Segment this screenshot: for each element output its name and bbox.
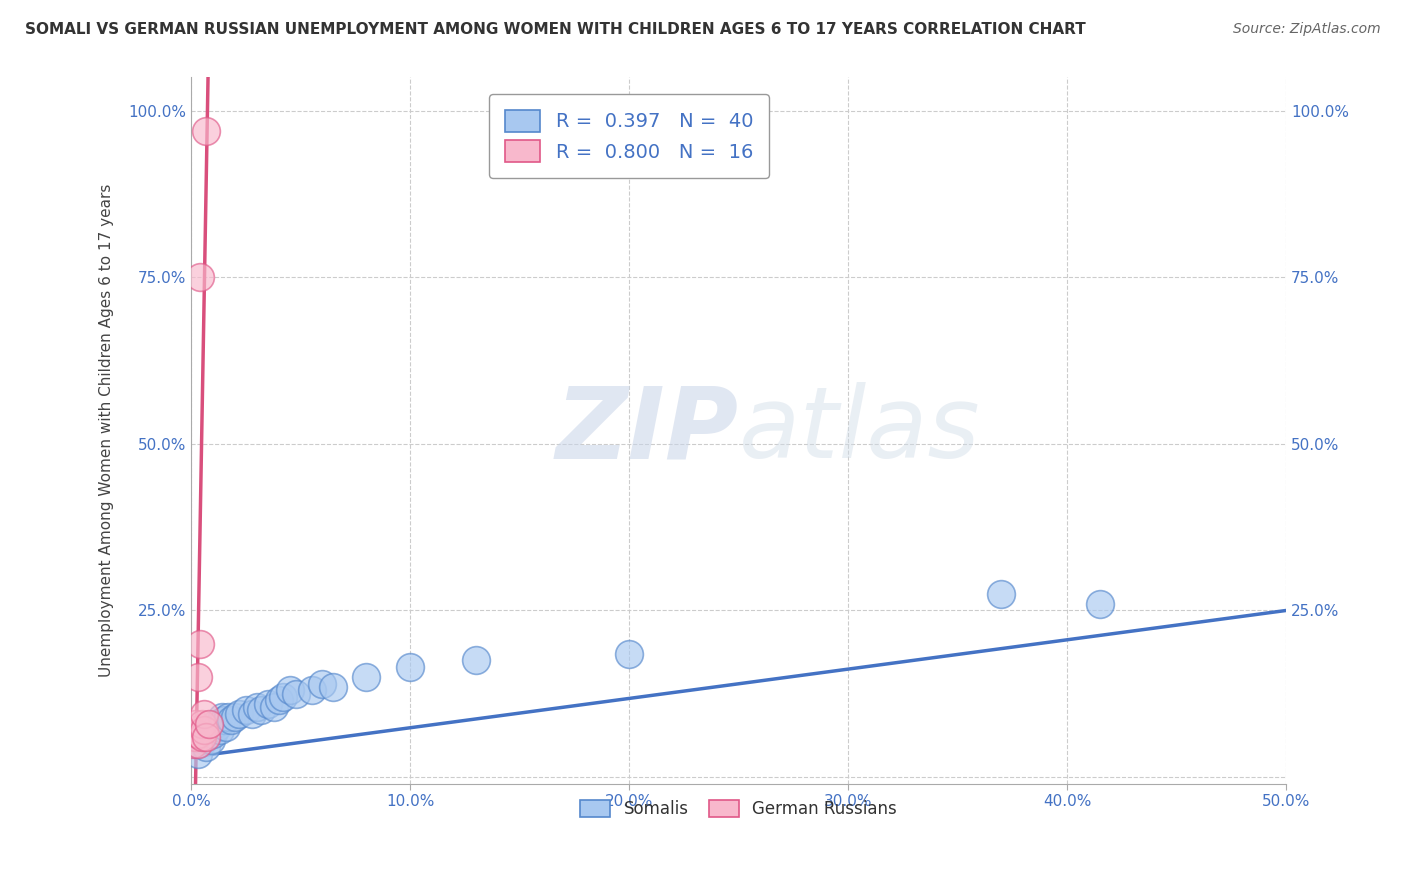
Point <box>242 706 264 721</box>
Point <box>617 647 640 661</box>
Text: atlas: atlas <box>738 382 980 479</box>
Point <box>215 720 238 734</box>
Text: Source: ZipAtlas.com: Source: ZipAtlas.com <box>1233 22 1381 37</box>
Point <box>201 727 224 741</box>
Point <box>990 587 1012 601</box>
Point <box>197 723 219 738</box>
Point <box>267 693 290 707</box>
Point <box>246 700 269 714</box>
Point <box>184 716 207 731</box>
Point <box>207 720 229 734</box>
Point <box>228 706 250 721</box>
Point <box>184 730 207 744</box>
Text: SOMALI VS GERMAN RUSSIAN UNEMPLOYMENT AMONG WOMEN WITH CHILDREN AGES 6 TO 17 YEA: SOMALI VS GERMAN RUSSIAN UNEMPLOYMENT AM… <box>25 22 1085 37</box>
Point <box>250 703 273 717</box>
Legend: Somalis, German Russians: Somalis, German Russians <box>574 793 904 825</box>
Point <box>224 710 246 724</box>
Point <box>187 737 209 751</box>
Point <box>187 727 209 741</box>
Point <box>195 124 218 138</box>
Point <box>356 670 378 684</box>
Point <box>188 270 211 285</box>
Point <box>195 740 218 755</box>
Point <box>464 653 486 667</box>
Point <box>193 706 215 721</box>
Point <box>195 730 218 744</box>
Point <box>187 737 209 751</box>
Point <box>301 683 323 698</box>
Point <box>217 710 239 724</box>
Point <box>1088 597 1111 611</box>
Point <box>187 747 209 761</box>
Point <box>235 703 257 717</box>
Point <box>208 723 231 738</box>
Point <box>200 723 222 738</box>
Point <box>191 730 214 744</box>
Point <box>211 710 233 724</box>
Y-axis label: Unemployment Among Women with Children Ages 6 to 17 years: Unemployment Among Women with Children A… <box>100 184 114 677</box>
Point <box>204 716 226 731</box>
Point <box>263 700 285 714</box>
Point <box>181 737 204 751</box>
Point <box>219 714 242 728</box>
Point <box>278 683 301 698</box>
Point <box>322 680 344 694</box>
Point <box>193 733 215 747</box>
Point <box>285 687 308 701</box>
Point <box>191 727 214 741</box>
Point <box>193 723 215 738</box>
Point <box>188 637 211 651</box>
Point <box>271 690 294 705</box>
Point <box>195 730 218 744</box>
Point <box>191 716 214 731</box>
Point <box>181 723 204 738</box>
Text: ZIP: ZIP <box>555 382 738 479</box>
Point <box>197 716 219 731</box>
Point <box>188 730 211 744</box>
Point <box>200 733 222 747</box>
Point <box>256 697 278 711</box>
Point <box>212 714 235 728</box>
Point <box>187 670 209 684</box>
Point <box>399 660 422 674</box>
Point <box>311 677 333 691</box>
